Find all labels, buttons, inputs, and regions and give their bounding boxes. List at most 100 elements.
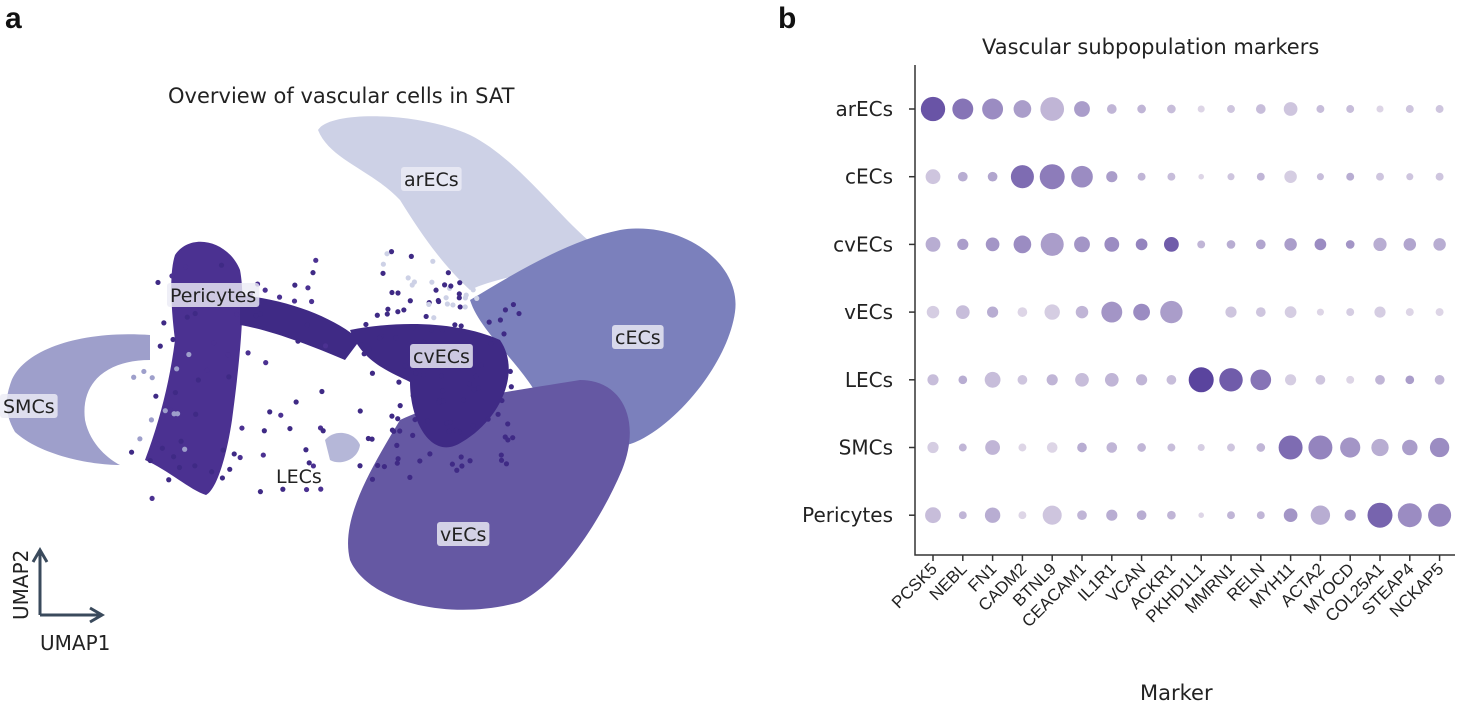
cell-point [425, 418, 431, 424]
cell-point [508, 384, 514, 390]
cell-point [137, 436, 143, 442]
dot-SMCs-MYOCD [1340, 437, 1361, 458]
cell-point [304, 322, 310, 328]
cell-point [170, 336, 176, 343]
cell-point [220, 447, 226, 453]
cell-point [155, 279, 161, 286]
cell-point [395, 456, 401, 462]
dot-cECs-CEACAM1 [1071, 165, 1093, 188]
dot-Pericytes-PCSK5 [925, 507, 941, 524]
cell-point [498, 457, 505, 463]
cell-point [239, 425, 245, 431]
dot-Pericytes-MYH11 [1283, 508, 1298, 523]
cell-point [361, 351, 367, 357]
cell-point [168, 407, 174, 413]
dot-SMCs-RELN [1256, 443, 1266, 452]
cell-point [471, 387, 477, 393]
cluster-label-text: cvECs [413, 346, 470, 368]
dot-arECs-STEAP4 [1405, 105, 1414, 113]
dot-SMCs-VCAN [1137, 443, 1146, 452]
dot-SMCs-CEACAM1 [1077, 442, 1087, 453]
cell-point [467, 458, 473, 464]
cell-point [417, 458, 423, 464]
cell-point [426, 301, 432, 307]
dot-SMCs-FN1 [985, 440, 1000, 455]
cell-point [161, 320, 167, 326]
cell-point [227, 466, 233, 472]
cell-point [423, 313, 429, 320]
cluster-label-text: Pericytes [170, 285, 256, 307]
dot-vECs-VCAN [1133, 303, 1150, 321]
cell-point [488, 340, 494, 347]
cell-point [516, 310, 522, 317]
dot-cvECs-MMRN1 [1226, 240, 1236, 249]
cell-point [458, 250, 464, 256]
cell-point [473, 373, 479, 379]
dot-cECs-RELN [1256, 172, 1265, 181]
umap-plot: arECs cECs vECs cvECs Pericytes SMCs LECs UMAP… [0, 116, 736, 655]
cell-point [295, 338, 301, 344]
dot-arECs-MYH11 [1283, 102, 1298, 116]
cell-point [162, 408, 168, 414]
cell-point [478, 362, 484, 368]
cell-point [357, 463, 363, 469]
cell-point [375, 462, 381, 469]
dot-LECs-ACTA2 [1315, 374, 1326, 385]
cell-point [385, 306, 391, 312]
cell-point [501, 331, 507, 337]
cell-point [159, 445, 165, 451]
cell-point [261, 428, 267, 434]
dot-vECs-STEAP4 [1405, 308, 1414, 317]
dot-Pericytes-ACTA2 [1310, 505, 1331, 525]
cell-point [313, 257, 319, 263]
y-tick-label: LECs [845, 368, 893, 392]
dot-Pericytes-COL25A1 [1367, 502, 1393, 528]
cell-point [186, 351, 192, 358]
cell-point [166, 477, 172, 483]
cell-point [262, 287, 268, 293]
cell-point [211, 340, 217, 346]
cell-point [149, 495, 155, 502]
dot-cvECs-VCAN [1135, 238, 1148, 251]
cell-point [401, 307, 407, 313]
dot-Pericytes-MYOCD [1344, 509, 1356, 521]
cell-point [502, 307, 509, 313]
panel-letter-b: b [778, 2, 797, 35]
cell-point [149, 375, 155, 381]
cell-point [497, 317, 504, 323]
cell-point [476, 250, 483, 256]
cluster-label-Pericytes: Pericytes [167, 283, 260, 307]
cell-point [402, 363, 408, 369]
cell-point [410, 432, 416, 438]
dot-SMCs-PKHD1L1 [1197, 443, 1205, 452]
dot-cECs-ACKR1 [1167, 172, 1176, 181]
cell-point [445, 270, 451, 276]
dot-cvECs-NEBL [957, 238, 969, 250]
dot-Pericytes-ACKR1 [1167, 510, 1176, 520]
dot-cECs-MMRN1 [1227, 173, 1235, 181]
dot-cvECs-COL25A1 [1373, 237, 1387, 252]
cell-point [322, 343, 329, 349]
cell-point [303, 447, 309, 453]
cluster-label-vECs: vECs [437, 522, 490, 546]
cell-point [155, 441, 161, 447]
cell-point [388, 249, 395, 255]
dot-LECs-CEACAM1 [1075, 372, 1089, 387]
cell-point [510, 301, 517, 308]
dot-Pericytes-CADM2 [1018, 511, 1027, 520]
dot-Pericytes-BTNL9 [1042, 505, 1062, 525]
dotplot-axes [914, 65, 1455, 556]
dot-cvECs-RELN [1255, 239, 1266, 250]
y-tick-label: vECs [844, 300, 893, 324]
cell-point [172, 389, 178, 396]
dot-vECs-NCKAP5 [1435, 308, 1444, 317]
dot-vECs-BTNL9 [1044, 304, 1060, 320]
cell-point [433, 287, 439, 293]
umap-ylabel: UMAP2 [9, 550, 33, 620]
cell-point [309, 298, 315, 305]
cell-point [193, 411, 199, 417]
dot-arECs-MYOCD [1346, 105, 1355, 113]
cell-point [442, 282, 448, 288]
dot-SMCs-IL1R1 [1106, 442, 1118, 453]
cluster-label-SMCs: SMCs [0, 394, 58, 418]
